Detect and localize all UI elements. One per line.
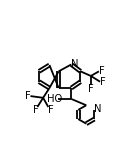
Text: N: N <box>70 59 78 69</box>
Text: HO: HO <box>46 94 61 104</box>
Text: F: F <box>25 91 31 101</box>
Text: F: F <box>99 77 105 87</box>
Text: N: N <box>93 104 100 114</box>
Text: F: F <box>33 105 39 115</box>
Text: F: F <box>48 105 53 115</box>
Text: F: F <box>98 66 103 76</box>
Text: F: F <box>87 84 93 94</box>
